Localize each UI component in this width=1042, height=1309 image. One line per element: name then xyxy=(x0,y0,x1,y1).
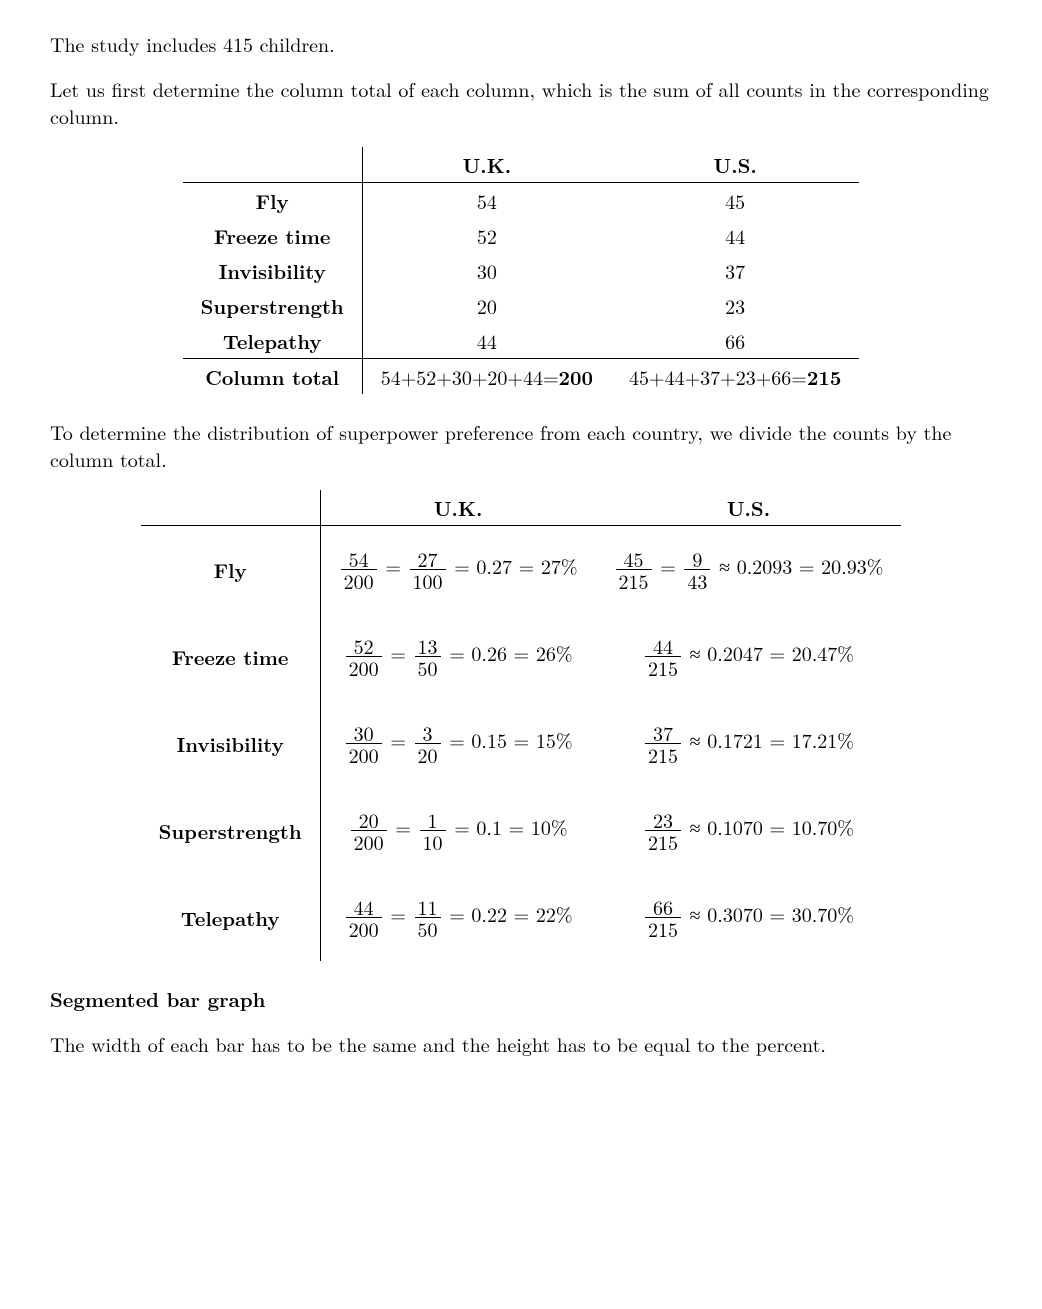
col-header-uk: U.K. xyxy=(362,147,611,183)
cell-calc-uk: 52200 = 1350 = 0.26 = 26% xyxy=(320,613,595,700)
cell-value: 20 xyxy=(362,288,611,323)
total-expr: 54+52+30+20+44= xyxy=(381,362,559,391)
cell-calc-uk: 30200 = 320 = 0.15 = 15% xyxy=(320,700,595,787)
col-header-us: U.S. xyxy=(596,490,902,526)
intro-text: The study includes 415 children. xyxy=(50,30,992,57)
cell-value: 23 xyxy=(611,288,859,323)
row-header: Invisibility xyxy=(183,253,363,288)
row-header: Superstrength xyxy=(141,787,321,874)
cell-value: 44 xyxy=(611,218,859,253)
cell-value: 44 xyxy=(362,323,611,359)
cell-total-us: 45+44+37+23+66=215 xyxy=(611,359,859,395)
para-distribution: To determine the distribution of superpo… xyxy=(50,418,992,472)
cell-value: 52 xyxy=(362,218,611,253)
cell-calc-us: 37215 ≈ 0.1721 = 17.21% xyxy=(596,700,902,787)
row-header: Superstrength xyxy=(183,288,363,323)
row-header: Freeze time xyxy=(183,218,363,253)
section-heading: Segmented bar graph xyxy=(50,985,992,1012)
cell-value: 54 xyxy=(362,183,611,219)
row-header-total: Column total xyxy=(183,359,363,395)
row-header: Telepathy xyxy=(183,323,363,359)
cell-calc-us: 45215 = 943 ≈ 0.2093 = 20.93% xyxy=(596,526,902,614)
cell-calc-us: 23215 ≈ 0.1070 = 10.70% xyxy=(596,787,902,874)
row-header: Telepathy xyxy=(141,874,321,961)
total-expr: 45+44+37+23+66= xyxy=(629,362,807,391)
cell-value: 45 xyxy=(611,183,859,219)
total-value: 215 xyxy=(807,362,842,391)
cell-calc-uk: 44200 = 1150 = 0.22 = 22% xyxy=(320,874,595,961)
cell-value: 37 xyxy=(611,253,859,288)
counts-table: U.K. U.S. Fly 54 45 Freeze time 52 44 In… xyxy=(183,147,860,394)
col-header-uk: U.K. xyxy=(320,490,595,526)
cell-value: 30 xyxy=(362,253,611,288)
cell-calc-uk: 20200 = 110 = 0.1 = 10% xyxy=(320,787,595,874)
total-value: 200 xyxy=(559,362,594,391)
cell-calc-us: 66215 ≈ 0.3070 = 30.70% xyxy=(596,874,902,961)
cell-total-uk: 54+52+30+20+44=200 xyxy=(362,359,611,395)
row-header: Invisibility xyxy=(141,700,321,787)
cell-calc-us: 44215 ≈ 0.2047 = 20.47% xyxy=(596,613,902,700)
row-header: Fly xyxy=(183,183,363,219)
cell-value: 66 xyxy=(611,323,859,359)
para-bar-desc: The width of each bar has to be the same… xyxy=(50,1030,992,1057)
percent-table: U.K. U.S. Fly54200 = 27100 = 0.27 = 27%4… xyxy=(141,490,902,961)
row-header: Freeze time xyxy=(141,613,321,700)
cell-calc-uk: 54200 = 27100 = 0.27 = 27% xyxy=(320,526,595,614)
col-header-us: U.S. xyxy=(611,147,859,183)
para-column-totals: Let us first determine the column total … xyxy=(50,75,992,129)
row-header: Fly xyxy=(141,526,321,614)
